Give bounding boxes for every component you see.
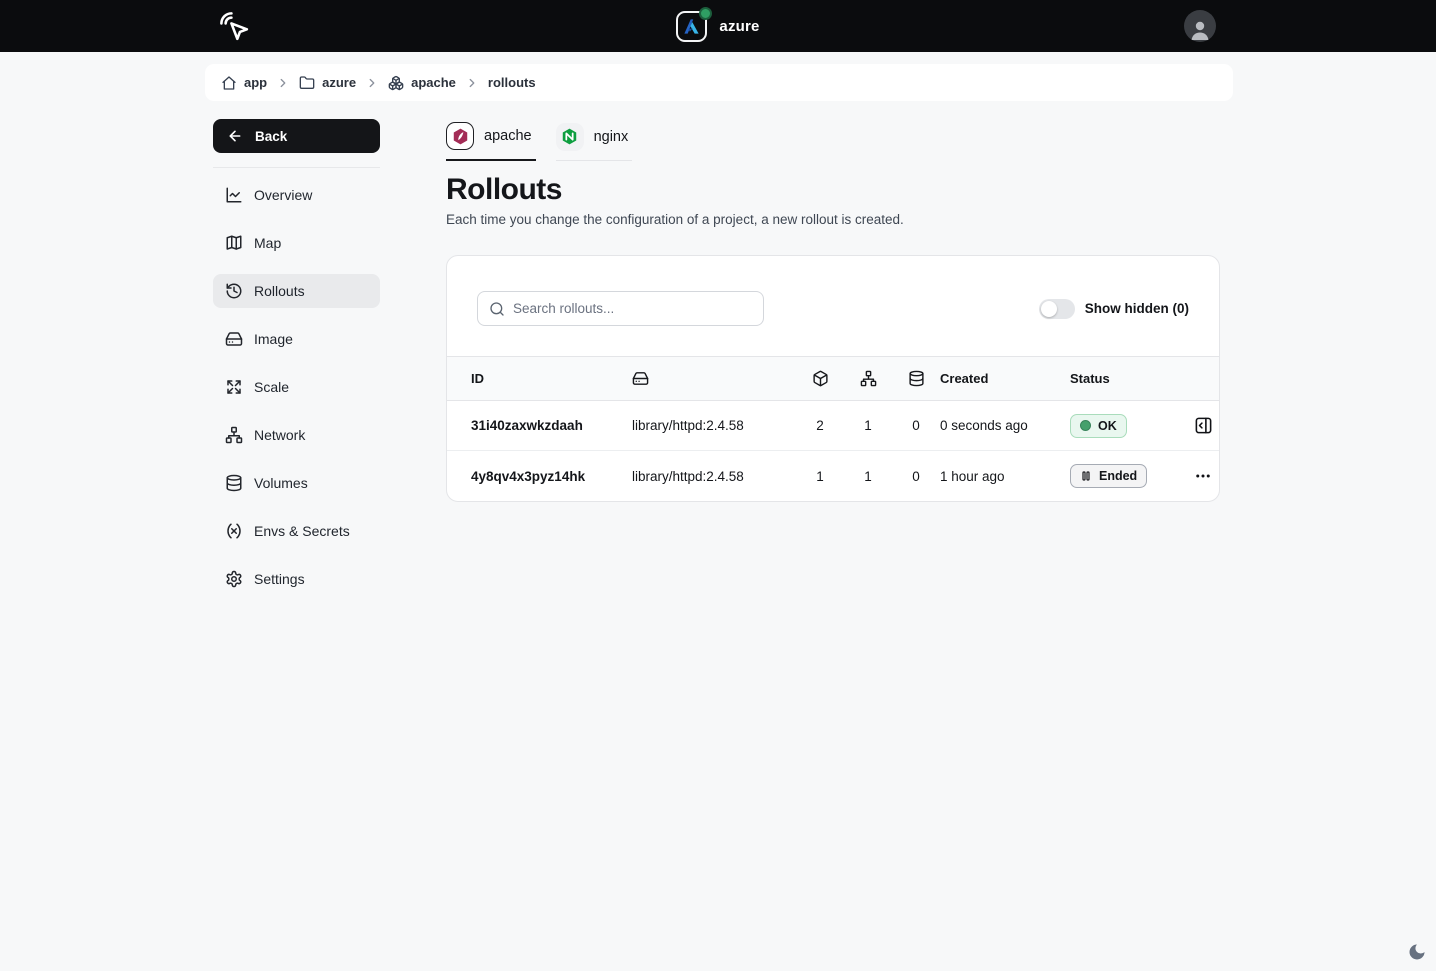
sidebar-item-map[interactable]: Map bbox=[213, 226, 380, 260]
volumes-column-icon bbox=[892, 370, 940, 387]
page-title: Rollouts bbox=[446, 173, 563, 206]
toggle-knob bbox=[1040, 300, 1057, 317]
line-chart-icon bbox=[225, 186, 243, 204]
containers-count: 1 bbox=[816, 468, 824, 484]
content-layout: Back Overview Map Rollouts bbox=[213, 119, 1436, 610]
search-icon bbox=[489, 301, 505, 317]
table-row[interactable]: 31i40zaxwkzdaah library/httpd:2.4.58 2 1… bbox=[447, 401, 1219, 451]
rollout-image: library/httpd:2.4.58 bbox=[632, 418, 744, 433]
card-toolbar: Show hidden (0) bbox=[447, 256, 1219, 356]
search-box[interactable] bbox=[477, 291, 764, 326]
user-avatar[interactable] bbox=[1184, 10, 1216, 42]
gear-icon bbox=[225, 570, 243, 588]
breadcrumb-item-rollouts[interactable]: rollouts bbox=[487, 75, 536, 90]
arrow-left-icon bbox=[227, 128, 243, 144]
map-icon bbox=[225, 234, 243, 252]
ok-dot-icon bbox=[1080, 420, 1091, 431]
table-row[interactable]: 4y8qv4x3pyz14hk library/httpd:2.4.58 1 1… bbox=[447, 451, 1219, 501]
breadcrumb-item-apache[interactable]: apache bbox=[388, 75, 456, 91]
containers-column-icon bbox=[796, 370, 844, 387]
show-hidden-label: Show hidden (0) bbox=[1084, 301, 1189, 316]
volumes-count: 0 bbox=[912, 468, 920, 484]
network-count: 1 bbox=[864, 468, 872, 484]
breadcrumb-item-app[interactable]: app bbox=[221, 75, 267, 91]
rollout-image: library/httpd:2.4.58 bbox=[632, 468, 744, 484]
sidebar-item-settings[interactable]: Settings bbox=[213, 562, 380, 596]
sidebar-item-image[interactable]: Image bbox=[213, 322, 380, 356]
sidebar-item-network[interactable]: Network bbox=[213, 418, 380, 452]
sidebar-item-scale[interactable]: Scale bbox=[213, 370, 380, 404]
breadcrumb-item-azure[interactable]: azure bbox=[299, 75, 356, 91]
dark-mode-toggle[interactable] bbox=[1407, 942, 1427, 962]
history-icon bbox=[225, 282, 243, 300]
pause-icon bbox=[1080, 470, 1092, 482]
tab-apache[interactable]: apache bbox=[446, 119, 536, 161]
status-badge: OK bbox=[1070, 413, 1127, 438]
topbar: azure bbox=[0, 0, 1436, 52]
cursor-click-icon bbox=[216, 8, 252, 44]
created-time: 1 hour ago bbox=[940, 468, 1005, 484]
chevron-right-icon bbox=[365, 76, 379, 90]
sidebar-divider bbox=[213, 167, 380, 168]
page-subtitle: Each time you change the configuration o… bbox=[446, 212, 904, 227]
panel-open-icon bbox=[1194, 416, 1213, 435]
column-status: Status bbox=[1070, 371, 1110, 386]
database-icon bbox=[225, 474, 243, 492]
image-column-icon bbox=[632, 370, 796, 387]
network-icon bbox=[225, 426, 243, 444]
volumes-count: 0 bbox=[912, 418, 920, 433]
moon-icon bbox=[1407, 942, 1427, 962]
home-icon bbox=[221, 75, 237, 91]
hard-drive-icon bbox=[225, 330, 243, 348]
project-name: azure bbox=[719, 17, 760, 35]
chevron-right-icon bbox=[276, 76, 290, 90]
boxes-icon bbox=[388, 75, 404, 91]
containers-count: 2 bbox=[816, 418, 824, 433]
rollouts-card: Show hidden (0) ID bbox=[446, 255, 1220, 502]
show-hidden-toggle[interactable] bbox=[1038, 298, 1075, 319]
status-badge: Ended bbox=[1070, 464, 1148, 488]
status-dot bbox=[699, 6, 713, 20]
network-count: 1 bbox=[864, 418, 872, 433]
main-content: apache nginx Rollouts Each time you chan… bbox=[446, 119, 1220, 610]
network-column-icon bbox=[844, 370, 892, 387]
rollout-id: 4y8qv4x3pyz14hk bbox=[471, 468, 586, 484]
more-options-button[interactable] bbox=[1192, 465, 1214, 487]
breadcrumb: app azure apache rollouts bbox=[205, 64, 1233, 101]
project-brand[interactable]: azure bbox=[0, 6, 1436, 42]
expand-arrows-icon bbox=[225, 378, 243, 396]
nginx-logo-icon bbox=[555, 122, 584, 151]
show-hidden-control: Show hidden (0) bbox=[1038, 298, 1189, 319]
sidebar-item-envs-secrets[interactable]: Envs & Secrets bbox=[213, 514, 380, 548]
tab-nginx[interactable]: nginx bbox=[555, 119, 633, 161]
column-created: Created bbox=[940, 371, 989, 386]
apache-logo-icon bbox=[446, 122, 474, 150]
sidebar-item-rollouts[interactable]: Rollouts bbox=[213, 274, 380, 308]
variable-icon bbox=[225, 522, 243, 540]
table-header: ID bbox=[447, 356, 1219, 401]
open-panel-button[interactable] bbox=[1192, 414, 1215, 437]
column-id: ID bbox=[471, 371, 484, 386]
sidebar: Back Overview Map Rollouts bbox=[213, 119, 380, 610]
ellipsis-icon bbox=[1194, 467, 1212, 485]
sidebar-item-overview[interactable]: Overview bbox=[213, 178, 380, 212]
created-time: 0 seconds ago bbox=[940, 418, 1028, 433]
service-tabs: apache nginx bbox=[446, 119, 1220, 161]
sidebar-item-volumes[interactable]: Volumes bbox=[213, 466, 380, 500]
chevron-right-icon bbox=[465, 76, 479, 90]
app-logo[interactable] bbox=[216, 8, 252, 44]
back-button[interactable]: Back bbox=[213, 119, 380, 153]
folder-icon bbox=[299, 75, 315, 91]
search-input[interactable] bbox=[513, 301, 752, 316]
rollout-id: 31i40zaxwkzdaah bbox=[471, 418, 583, 433]
